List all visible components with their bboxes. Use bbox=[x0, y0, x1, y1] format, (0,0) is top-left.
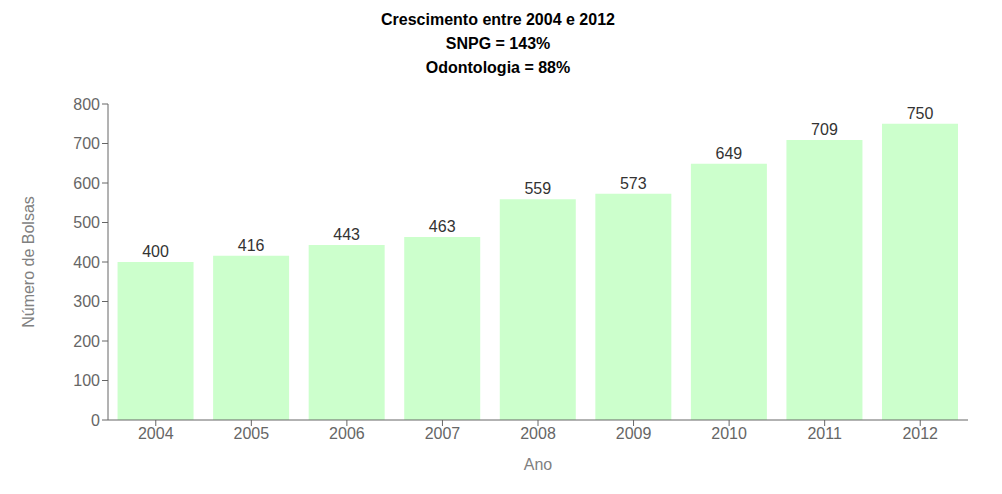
svg-text:463: 463 bbox=[429, 218, 456, 235]
svg-text:600: 600 bbox=[73, 175, 100, 192]
svg-text:709: 709 bbox=[811, 121, 838, 138]
svg-text:443: 443 bbox=[333, 226, 360, 243]
svg-text:300: 300 bbox=[73, 293, 100, 310]
svg-text:700: 700 bbox=[73, 135, 100, 152]
svg-text:2011: 2011 bbox=[807, 425, 842, 442]
svg-text:750: 750 bbox=[907, 105, 934, 122]
svg-text:Ano: Ano bbox=[524, 456, 553, 473]
svg-text:800: 800 bbox=[73, 96, 100, 113]
svg-text:416: 416 bbox=[238, 237, 265, 254]
svg-text:649: 649 bbox=[716, 145, 743, 162]
svg-text:2005: 2005 bbox=[234, 425, 270, 442]
html-text:Odontologia = 88%: Odontologia = 88% bbox=[425, 59, 571, 76]
html-text:Crescimento entre 2004 e 2012: Crescimento entre 2004 e 2012 bbox=[381, 11, 615, 28]
html-text:SNPG = 143%: SNPG = 143% bbox=[445, 35, 551, 52]
svg-text:2009: 2009 bbox=[616, 425, 652, 442]
svg-text:2004: 2004 bbox=[138, 425, 174, 442]
svg-text:573: 573 bbox=[620, 175, 647, 192]
svg-text:500: 500 bbox=[73, 214, 100, 231]
svg-text:2008: 2008 bbox=[520, 425, 556, 442]
svg-text:400: 400 bbox=[142, 243, 169, 260]
svg-text:100: 100 bbox=[73, 372, 100, 389]
svg-text:400: 400 bbox=[73, 254, 100, 271]
svg-text:2007: 2007 bbox=[425, 425, 461, 442]
svg-text:200: 200 bbox=[73, 333, 100, 350]
svg-text:559: 559 bbox=[524, 180, 551, 197]
svg-text:0: 0 bbox=[91, 412, 100, 429]
svg-text:2012: 2012 bbox=[902, 425, 938, 442]
svg-text:2010: 2010 bbox=[711, 425, 747, 442]
svg-text:Número de Bolsas: Número de Bolsas bbox=[20, 196, 37, 328]
svg-text:2006: 2006 bbox=[329, 425, 365, 442]
